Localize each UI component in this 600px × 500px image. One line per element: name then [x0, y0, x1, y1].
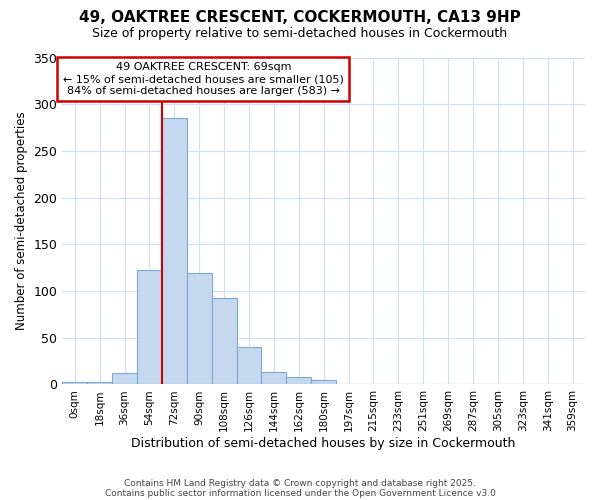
Text: Contains public sector information licensed under the Open Government Licence v3: Contains public sector information licen…	[104, 488, 496, 498]
Text: Size of property relative to semi-detached houses in Cockermouth: Size of property relative to semi-detach…	[92, 28, 508, 40]
Bar	[87, 382, 112, 384]
Bar	[262, 372, 286, 384]
X-axis label: Distribution of semi-detached houses by size in Cockermouth: Distribution of semi-detached houses by …	[131, 437, 516, 450]
Bar	[236, 347, 262, 385]
Bar	[212, 298, 236, 384]
Bar	[62, 382, 87, 384]
Y-axis label: Number of semi-detached properties: Number of semi-detached properties	[15, 112, 28, 330]
Text: 49, OAKTREE CRESCENT, COCKERMOUTH, CA13 9HP: 49, OAKTREE CRESCENT, COCKERMOUTH, CA13 …	[79, 10, 521, 25]
Bar	[311, 380, 336, 384]
Bar	[187, 274, 212, 384]
Bar	[112, 373, 137, 384]
Text: Contains HM Land Registry data © Crown copyright and database right 2025.: Contains HM Land Registry data © Crown c…	[124, 478, 476, 488]
Bar	[162, 118, 187, 384]
Bar	[137, 270, 162, 384]
Text: 49 OAKTREE CRESCENT: 69sqm
← 15% of semi-detached houses are smaller (105)
84% o: 49 OAKTREE CRESCENT: 69sqm ← 15% of semi…	[63, 62, 344, 96]
Bar	[286, 377, 311, 384]
